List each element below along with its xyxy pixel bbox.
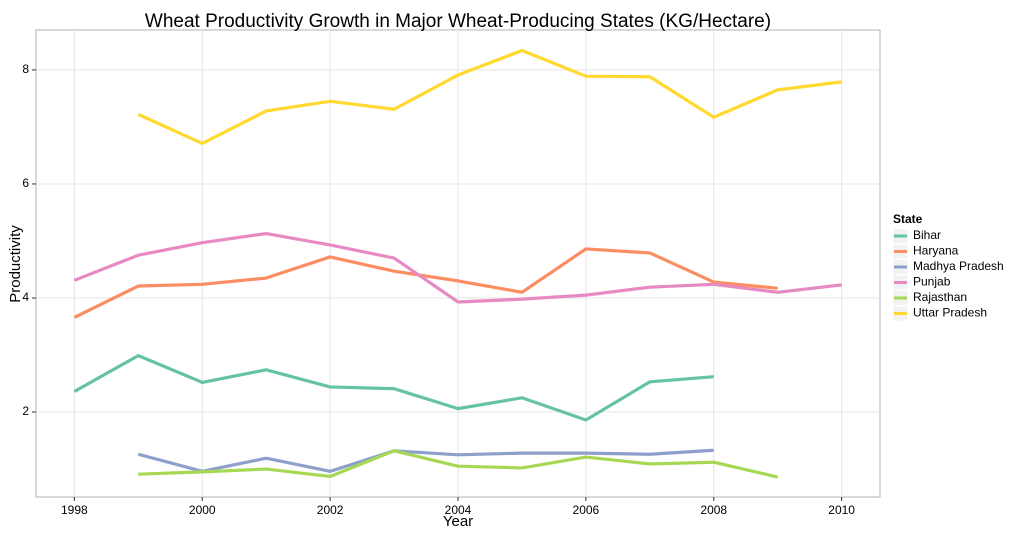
legend-label: Bihar: [913, 228, 941, 242]
x-tick-label: 2006: [573, 503, 600, 517]
legend-label: Haryana: [913, 244, 959, 258]
series-line: [73, 247, 778, 319]
x-axis-label: Year: [443, 513, 473, 530]
y-tick-label: 8: [22, 62, 29, 76]
legend-title: State: [893, 212, 923, 226]
series-line: [137, 48, 842, 146]
series-line: [73, 231, 842, 304]
x-tick-label: 1998: [61, 503, 88, 517]
legend-label: Uttar Pradesh: [913, 306, 987, 320]
y-axis-label: Productivity: [7, 225, 24, 303]
chart-title: Wheat Productivity Growth in Major Wheat…: [145, 11, 771, 32]
x-tick-label: 2000: [189, 503, 216, 517]
legend-label: Punjab: [913, 275, 951, 289]
series-line: [73, 353, 714, 422]
x-tick-label: 2004: [445, 503, 472, 517]
legend-label: Rajasthan: [913, 290, 967, 304]
y-tick-label: 4: [22, 290, 29, 304]
y-tick-label: 2: [22, 404, 29, 418]
x-tick-label: 2010: [828, 503, 855, 517]
x-tick-label: 2002: [317, 503, 344, 517]
y-tick-label: 6: [22, 176, 29, 190]
series-line: [138, 449, 779, 479]
series-line: [137, 448, 714, 473]
x-tick-label: 2008: [700, 503, 727, 517]
legend-label: Madhya Pradesh: [913, 259, 1004, 273]
